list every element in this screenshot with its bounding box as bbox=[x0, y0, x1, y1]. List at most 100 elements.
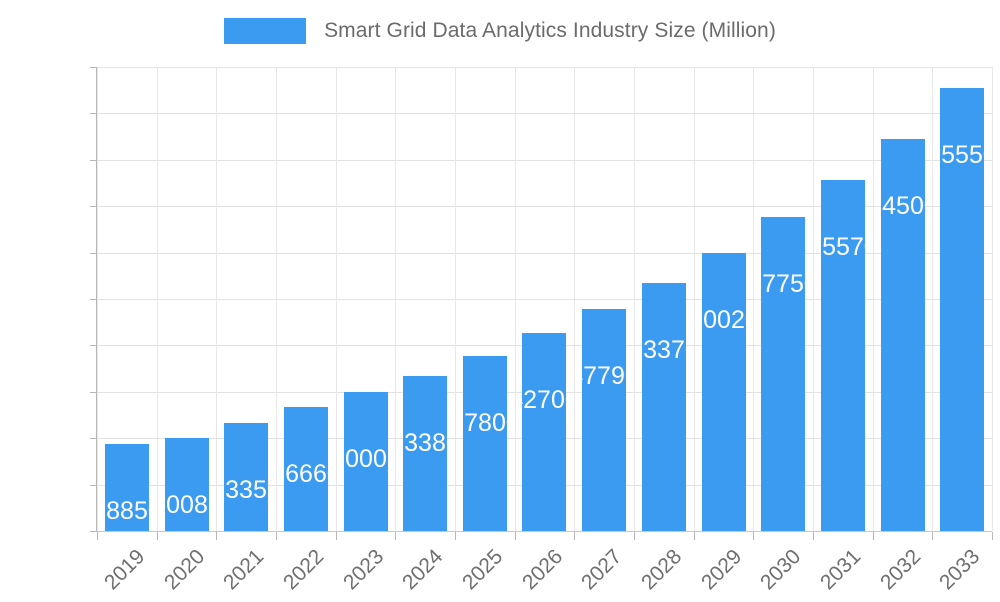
x-axis-tick-label: 2027 bbox=[577, 545, 627, 595]
y-axis-tick-mark bbox=[90, 345, 97, 347]
bar[interactable] bbox=[940, 87, 984, 531]
y-axis-tick-mark bbox=[90, 113, 97, 115]
x-axis-tick-label: 2025 bbox=[457, 545, 508, 595]
vertical-gridline bbox=[932, 67, 933, 531]
vertical-gridline bbox=[873, 67, 874, 531]
x-axis-tick-mark bbox=[694, 532, 695, 540]
x-axis-tick-label: 2021 bbox=[219, 545, 269, 595]
bar-column[interactable]: 95550 bbox=[940, 67, 984, 531]
x-axis-tick-mark bbox=[574, 532, 575, 540]
vertical-gridline bbox=[336, 67, 337, 531]
bar-value-label: 60020 bbox=[702, 305, 746, 334]
y-axis-tick-mark bbox=[90, 252, 97, 254]
x-axis-tick-mark bbox=[157, 532, 158, 540]
bar[interactable] bbox=[284, 407, 328, 531]
legend-color-swatch bbox=[224, 18, 307, 44]
bar-column[interactable]: 20085 bbox=[165, 67, 209, 531]
vertical-gridline bbox=[634, 67, 635, 531]
bar[interactable] bbox=[105, 443, 149, 531]
bar[interactable] bbox=[702, 252, 746, 531]
bar-column[interactable]: 30005 bbox=[344, 67, 388, 531]
x-axis-tick-label: 2026 bbox=[517, 545, 567, 595]
bar[interactable] bbox=[344, 391, 388, 531]
bar-column[interactable]: 75570 bbox=[821, 67, 865, 531]
x-axis-tick-mark bbox=[276, 532, 277, 540]
bar[interactable] bbox=[165, 437, 209, 531]
x-axis-tick-mark bbox=[395, 532, 396, 540]
vertical-gridline bbox=[216, 67, 217, 531]
x-axis-tick-mark bbox=[873, 532, 874, 540]
bar-column[interactable]: 23355 bbox=[224, 67, 268, 531]
bar-value-label: 37800 bbox=[463, 408, 507, 437]
bar-value-label: 26660 bbox=[284, 460, 328, 489]
x-axis-tick-label: 2028 bbox=[636, 545, 687, 595]
x-axis-tick-label: 2029 bbox=[696, 545, 746, 595]
x-axis-tick-label: 2022 bbox=[278, 545, 329, 595]
vertical-gridline bbox=[753, 67, 754, 531]
y-axis-tick-mark bbox=[90, 438, 97, 440]
x-axis-tick-label: 2033 bbox=[935, 545, 985, 595]
gridline bbox=[97, 206, 992, 208]
y-axis-tick-mark bbox=[90, 67, 97, 68]
bar[interactable] bbox=[881, 138, 925, 531]
bar[interactable] bbox=[821, 180, 865, 531]
bar-value-label: 53370 bbox=[642, 336, 686, 365]
vertical-gridline bbox=[455, 67, 456, 531]
x-axis-tick-mark bbox=[216, 532, 217, 540]
bar[interactable] bbox=[761, 216, 805, 531]
vertical-gridline bbox=[515, 67, 516, 531]
x-axis-tick-mark bbox=[455, 532, 456, 540]
gridline bbox=[97, 159, 992, 161]
bar-value-label: 20085 bbox=[165, 490, 209, 519]
bar-value-label: 67750 bbox=[761, 269, 805, 298]
bar-value-label: 75570 bbox=[821, 233, 865, 262]
bar[interactable] bbox=[224, 422, 268, 531]
vertical-gridline bbox=[276, 67, 277, 531]
gridline bbox=[97, 67, 992, 68]
y-axis-tick-mark bbox=[90, 159, 97, 161]
vertical-gridline bbox=[813, 67, 814, 531]
bar-column[interactable]: 42700 bbox=[522, 67, 566, 531]
bar-value-label: 47790 bbox=[582, 362, 626, 391]
x-axis-tick-label: 2030 bbox=[756, 545, 806, 595]
x-axis-tick-mark bbox=[932, 532, 933, 540]
y-axis-tick-mark bbox=[90, 531, 97, 532]
bar[interactable] bbox=[582, 309, 626, 531]
bar[interactable] bbox=[522, 332, 566, 531]
bar-column[interactable]: 37800 bbox=[463, 67, 507, 531]
bar-value-label: 23355 bbox=[224, 475, 268, 504]
bar[interactable] bbox=[463, 355, 507, 531]
bar-value-label: 42700 bbox=[522, 385, 566, 414]
x-axis-tick-mark bbox=[97, 532, 98, 540]
bar-value-label: 84500 bbox=[881, 191, 925, 220]
plot-area: 18850 20085 23355 26660 30005 33380 37800 42700… bbox=[90, 67, 993, 594]
vertical-gridline bbox=[992, 67, 993, 531]
y-axis-tick-mark bbox=[90, 484, 97, 486]
gridline bbox=[97, 531, 992, 532]
x-axis-tick-mark bbox=[813, 532, 814, 540]
bar-value-label: 33380 bbox=[403, 429, 447, 458]
bar-column[interactable]: 67750 bbox=[761, 67, 805, 531]
x-axis-tick-label: 2032 bbox=[875, 545, 925, 595]
bar-column[interactable]: 26660 bbox=[284, 67, 328, 531]
bar-column[interactable]: 47790 bbox=[582, 67, 626, 531]
x-axis-tick-label: 2023 bbox=[338, 545, 388, 595]
gridline bbox=[97, 252, 992, 254]
bar-column[interactable]: 18850 bbox=[105, 67, 149, 531]
vertical-gridline bbox=[694, 67, 695, 531]
vertical-gridline bbox=[395, 67, 396, 531]
x-axis-tick-label: 2024 bbox=[398, 545, 448, 595]
x-axis-tick-label: 2020 bbox=[159, 545, 209, 595]
vertical-gridline bbox=[157, 67, 158, 531]
gridline bbox=[97, 113, 992, 115]
bar-column[interactable]: 60020 bbox=[702, 67, 746, 531]
x-axis-tick-mark bbox=[336, 532, 337, 540]
bar[interactable] bbox=[642, 283, 686, 531]
bar-column[interactable]: 84500 bbox=[881, 67, 925, 531]
x-axis-tick-label: 2031 bbox=[815, 545, 866, 595]
bar-column[interactable]: 33380 bbox=[403, 67, 447, 531]
bar[interactable] bbox=[403, 376, 447, 531]
bar-column[interactable]: 53370 bbox=[642, 67, 686, 531]
bar-value-label: 18850 bbox=[105, 496, 149, 525]
